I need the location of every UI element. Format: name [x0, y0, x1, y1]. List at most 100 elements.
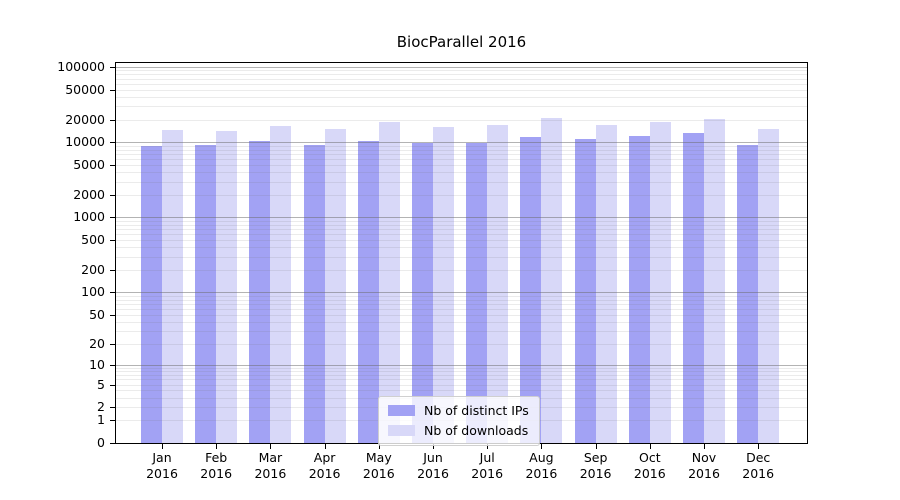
x-tick-month: Dec: [746, 450, 771, 465]
x-tick-mark: [758, 444, 760, 449]
x-tick-mark: [704, 444, 705, 449]
y-tick-mark: [110, 407, 115, 409]
x-tick-year: 2016: [146, 466, 178, 481]
x-tick-month: May: [365, 450, 392, 465]
y-tick-mark: [110, 194, 115, 196]
legend: Nb of distinct IPs Nb of downloads: [378, 396, 540, 446]
y-tick-label: 20: [89, 335, 105, 351]
bar-downloads-dec: [758, 129, 780, 443]
x-tick-label-dec: Dec 2016: [730, 450, 786, 482]
x-tick-label-jan: Jan 2016: [134, 450, 190, 482]
legend-swatch-ips: [388, 405, 415, 416]
y-tick-mark: [110, 343, 115, 345]
x-tick-year: 2016: [688, 466, 720, 481]
x-tick-mark: [433, 444, 434, 449]
y-tick-label: 0: [97, 435, 105, 450]
y-tick-label: 100: [81, 284, 105, 300]
x-tick-label-mar: Mar 2016: [242, 450, 298, 482]
x-tick-year: 2016: [417, 466, 449, 481]
x-tick-mark: [378, 444, 380, 449]
x-tick-year: 2016: [633, 466, 666, 481]
x-tick-mark: [324, 444, 326, 449]
y-tick-mark: [110, 269, 115, 271]
x-tick-year: 2016: [200, 466, 233, 481]
y-tick-mark: [110, 240, 115, 241]
x-tick-month: Jun: [423, 450, 443, 465]
x-tick-month: Jul: [479, 450, 495, 465]
bar-distinct-ips-may: [357, 140, 379, 443]
bars-layer: [116, 63, 807, 443]
x-tick-year: 2016: [742, 466, 775, 481]
x-tick-month: Nov: [691, 450, 717, 465]
bar-distinct-ips-feb: [195, 144, 217, 443]
x-tick-label-apr: Apr 2016: [297, 450, 353, 482]
x-tick-mark: [487, 444, 489, 449]
x-tick-label-oct: Oct 2016: [622, 450, 678, 482]
y-tick-label: 50000: [65, 81, 105, 97]
legend-item-distinct-ips: Nb of distinct IPs: [388, 402, 529, 419]
chart-title: BiocParallel 2016: [396, 33, 527, 51]
y-tick-label: 5: [97, 376, 105, 392]
legend-label: Nb of distinct IPs: [424, 403, 529, 418]
bar-downloads-oct: [649, 121, 671, 443]
x-tick-month: Apr: [313, 450, 336, 465]
x-tick-month: Oct: [638, 450, 661, 465]
legend-label: Nb of downloads: [424, 423, 529, 438]
bar-downloads-feb: [216, 130, 238, 443]
x-tick-year: 2016: [579, 466, 612, 481]
x-tick-year: 2016: [254, 466, 287, 481]
y-tick-label: 50: [89, 306, 105, 322]
x-tick-month: Aug: [529, 450, 554, 465]
y-tick-label: 500: [81, 232, 105, 247]
y-tick-label: 2000: [73, 186, 105, 202]
y-tick-mark: [110, 420, 115, 422]
x-tick-year: 2016: [525, 466, 558, 481]
bar-distinct-ips-oct: [628, 136, 650, 443]
x-tick-mark: [595, 444, 597, 449]
x-tick-year: 2016: [471, 466, 504, 481]
x-tick-label-jul: Jul 2016: [459, 450, 515, 482]
bar-downloads-nov: [704, 118, 725, 443]
y-tick-label: 1000: [73, 209, 105, 225]
x-tick-mark: [541, 444, 543, 449]
y-tick-label: 10000: [65, 134, 105, 150]
bar-distinct-ips-jan: [141, 145, 162, 443]
y-tick-mark: [110, 67, 115, 68]
y-tick-label: 20000: [65, 111, 105, 127]
x-tick-year: 2016: [362, 466, 395, 481]
bar-downloads-jan: [162, 130, 183, 443]
bar-downloads-mar: [270, 126, 292, 443]
y-tick-mark: [110, 364, 115, 366]
y-tick-mark: [110, 384, 115, 386]
bar-distinct-ips-apr: [303, 144, 325, 443]
x-tick-mark: [270, 444, 272, 449]
y-tick-mark: [110, 217, 115, 219]
x-tick-month: Sep: [583, 450, 608, 465]
bar-downloads-jun: [433, 126, 454, 443]
x-tick-mark: [162, 444, 163, 449]
x-tick-year: 2016: [308, 466, 341, 481]
x-tick-label-sep: Sep 2016: [568, 450, 624, 482]
legend-swatch-downloads: [388, 425, 415, 436]
bar-downloads-may: [378, 121, 400, 443]
y-tick-mark: [110, 142, 115, 144]
bar-distinct-ips-aug: [520, 137, 542, 443]
bar-downloads-jul: [487, 125, 509, 443]
y-tick-label: 1: [97, 412, 105, 428]
y-tick-mark: [110, 292, 115, 294]
y-tick-mark: [110, 443, 115, 444]
y-tick-mark: [110, 89, 115, 91]
x-tick-label-jun: Jun 2016: [405, 450, 461, 482]
y-tick-mark: [110, 119, 115, 121]
y-tick-mark: [110, 164, 115, 166]
bar-distinct-ips-nov: [683, 133, 704, 443]
bar-downloads-sep: [595, 124, 617, 443]
legend-item-downloads: Nb of downloads: [388, 422, 529, 439]
x-tick-label-nov: Nov 2016: [676, 450, 732, 482]
y-tick-label: 5000: [73, 156, 105, 172]
y-tick-label: 2: [97, 399, 105, 415]
x-tick-month: Feb: [205, 450, 228, 465]
plot-area: [115, 62, 808, 444]
bar-distinct-ips-sep: [574, 139, 596, 443]
